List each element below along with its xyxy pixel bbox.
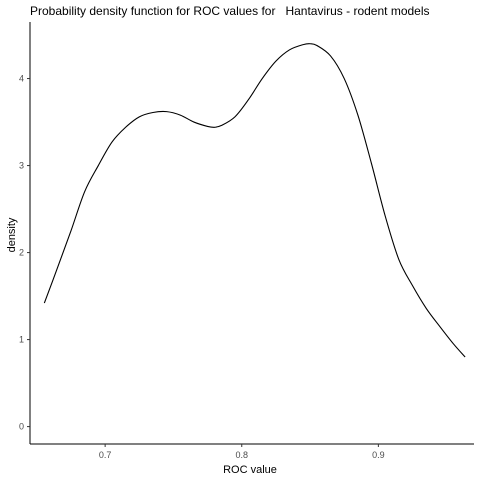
x-axis-label: ROC value	[223, 464, 277, 476]
x-tick-label: 0.8	[235, 450, 248, 460]
y-tick-label: 2	[19, 248, 24, 258]
y-tick-label: 3	[19, 161, 24, 171]
density-curve	[43, 43, 466, 358]
x-ticks: 0.7 0.8 0.9	[99, 444, 385, 460]
y-tick-label: 1	[19, 335, 24, 345]
y-ticks: 0 1 2 3 4	[19, 74, 30, 432]
chart-title: Probability density function for ROC val…	[30, 4, 430, 18]
y-axis-label: density	[6, 217, 18, 252]
plot-area: 0 1 2 3 4 0.7 0.8 0.9	[19, 22, 474, 460]
y-tick-label: 4	[19, 74, 24, 84]
x-tick-label: 0.7	[99, 450, 112, 460]
y-tick-label: 0	[19, 422, 24, 432]
x-tick-label: 0.9	[372, 450, 385, 460]
